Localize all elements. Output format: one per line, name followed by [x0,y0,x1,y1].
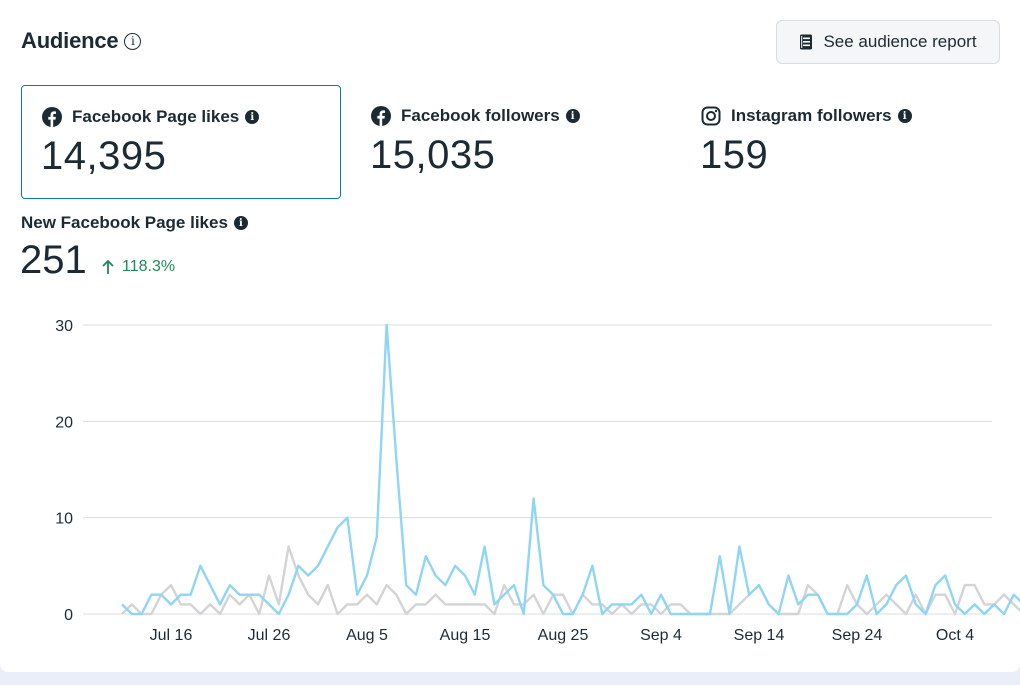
page-title: Audience [21,28,119,53]
x-tick-label: Aug 5 [346,627,388,644]
report-button-label: See audience report [823,32,977,51]
x-tick-label: Aug 15 [440,627,491,644]
new-likes-value: 251 [20,238,87,282]
metric-value: 14,395 [41,134,167,178]
x-tick-label: Sep 24 [832,627,883,644]
metric-facebook-page-likes[interactable]: Facebook Page likes i 14,395 [21,85,341,199]
info-icon[interactable]: i [897,109,912,123]
info-icon[interactable]: i [565,109,580,123]
series-line-current [121,323,1020,616]
x-tick-label: Jul 16 [150,627,193,644]
x-tick-label: Aug 25 [538,627,589,644]
metric-label: Facebook Page likes [72,107,240,126]
see-audience-report-button[interactable]: See audience report [776,20,1000,64]
arrow-up-icon [102,259,114,274]
facebook-icon [42,107,62,127]
metric-instagram-followers[interactable]: Instagram followers i 159 [681,85,1001,199]
metric-label: Facebook followers [401,106,560,125]
y-tick-label: 0 [64,607,73,624]
x-tick-label: Oct 4 [936,627,974,644]
metric-value: 159 [700,133,769,177]
metric-label: Instagram followers [731,106,892,125]
report-icon [800,34,813,50]
x-tick-label: Sep 4 [640,627,682,644]
x-tick-label: Jul 26 [248,627,291,644]
y-tick-label: 10 [55,511,73,528]
metric-facebook-followers[interactable]: Facebook followers i 15,035 [351,85,671,199]
x-tick-label: Sep 14 [734,627,785,644]
change-indicator: 118.3% [102,258,175,276]
info-icon[interactable]: i [233,216,248,230]
metric-label-row: Facebook followers i [371,106,580,126]
metric-label-row: Instagram followers i [701,106,912,126]
facebook-icon [371,106,391,126]
info-icon[interactable]: i [245,110,260,124]
info-icon[interactable]: i [124,32,142,50]
new-likes-label: New Facebook Page likes [21,213,228,232]
change-percent: 118.3% [122,258,176,275]
new-likes-label-row: New Facebook Page likes i [21,213,248,233]
metric-label-row: Facebook Page likes i [42,107,260,127]
y-tick-label: 30 [55,318,73,335]
new-likes-line-chart: 0 10 20 30 Jul 16 Jul 26 Aug 5 Aug 15 Aug 25 Sep … [55,318,1020,644]
audience-header: Audience i [21,28,142,54]
y-tick-label: 20 [55,414,73,431]
metric-value: 15,035 [370,133,496,177]
instagram-icon [701,106,721,126]
